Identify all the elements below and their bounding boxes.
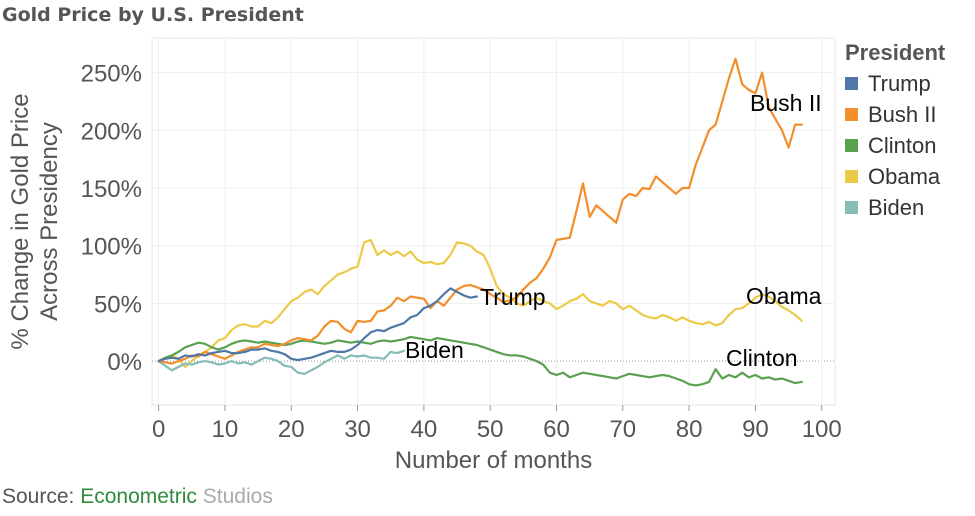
source-prefix: Source: [2,485,81,508]
series-line-trump [157,287,478,363]
y-axis-label: % Change in Gold PriceAcross Presidency [7,93,63,349]
source-line: Source: Econometric Studios [2,485,273,509]
x-tick-label: 100 [802,416,842,443]
annotation-clinton: Clinton [726,345,798,371]
y-axis-label-line: Across Presidency [36,122,63,321]
axis-layer: 0% 50% 100% 150% 200% 250% 0 10 20 30 40 50 60 70 80 90… [7,61,842,474]
source-brand-studios: Studios [196,485,273,508]
source-brand-econometric: Econometric [80,485,197,508]
y-tick-label: 150% [81,176,142,203]
series-line-biden [157,349,406,375]
annotation-bush-ii: Bush II [750,90,822,116]
plot-frame [151,37,836,406]
annotation-layer: Bush II Obama Trump Biden Clinton [405,90,822,371]
legend-label: Clinton [868,132,937,158]
x-tick-label: 20 [278,416,305,443]
series-line-obama [157,238,803,368]
y-tick-label: 0% [107,349,142,376]
annotation-obama: Obama [746,283,822,309]
x-tick-label: 10 [212,416,239,443]
x-axis-label: Number of months [395,447,592,474]
series-line-bush-ii [157,57,803,365]
legend-item-obama: Obama [845,161,945,192]
legend-swatch [845,201,858,214]
legend-title: President [845,40,946,65]
x-tick-label: 50 [477,416,504,443]
grid-layer [151,37,836,406]
legend-label: Bush II [868,101,937,127]
legend-item-trump: Trump [845,68,945,99]
x-tick-label: 40 [411,416,438,443]
legend-swatch [845,77,858,90]
annotation-trump: Trump [480,284,546,310]
y-tick-label: 100% [81,234,142,261]
legend: President Trump Bush II Clinton Obama Biden [845,40,945,223]
x-tick-label: 70 [609,416,636,443]
x-tick-label: 60 [543,416,570,443]
y-tick-label: 250% [81,61,142,88]
legend-item-biden: Biden [845,192,945,223]
series-line-clinton [157,335,803,387]
annotation-biden: Biden [405,337,464,363]
x-tick-label: 90 [742,416,769,443]
legend-swatch [845,139,858,152]
x-tick-label: 0 [152,416,165,443]
y-tick-label: 50% [94,291,142,318]
legend-item-clinton: Clinton [845,130,945,161]
legend-swatch [845,108,858,121]
legend-label: Biden [868,194,925,220]
legend-item-bush-ii: Bush II [845,99,945,130]
y-axis-label-line: % Change in Gold Price [7,93,34,349]
legend-swatch [845,170,858,183]
legend-label: Obama [868,163,941,189]
x-tick-label: 30 [344,416,371,443]
y-tick-label: 200% [81,118,142,145]
legend-label: Trump [868,70,931,96]
x-tick-label: 80 [676,416,703,443]
series-layer [157,57,803,387]
chart-title: Gold Price by U.S. President [2,4,304,26]
